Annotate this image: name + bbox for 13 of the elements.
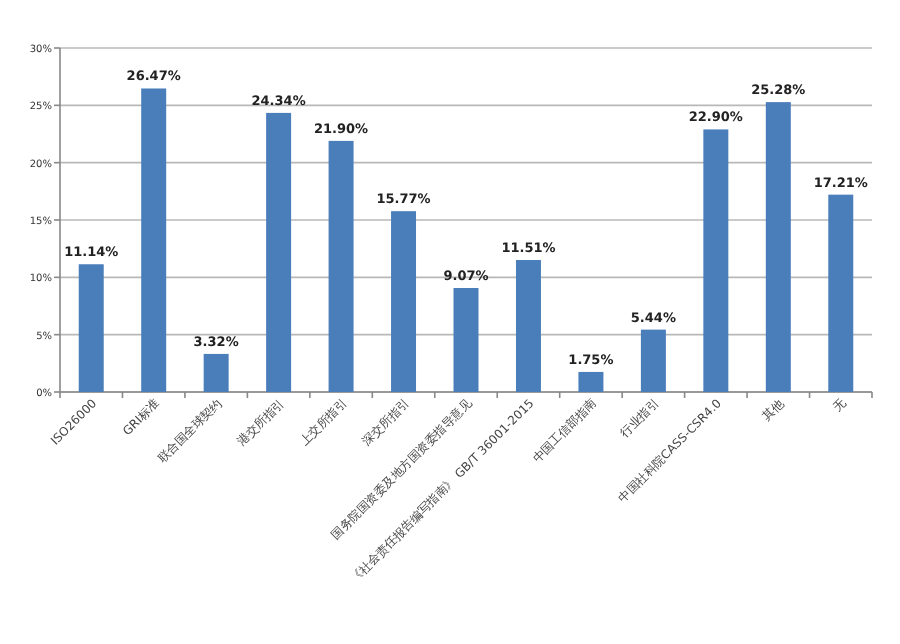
bar (453, 288, 479, 392)
bar (515, 260, 541, 392)
bar (828, 194, 854, 392)
bar (703, 129, 729, 392)
bar (328, 140, 354, 392)
bar (203, 353, 229, 392)
bar (141, 88, 167, 392)
bar (640, 329, 666, 392)
bar (266, 112, 292, 392)
bar (765, 102, 791, 392)
bar (578, 371, 604, 392)
bar (78, 264, 104, 392)
bar (391, 211, 417, 392)
